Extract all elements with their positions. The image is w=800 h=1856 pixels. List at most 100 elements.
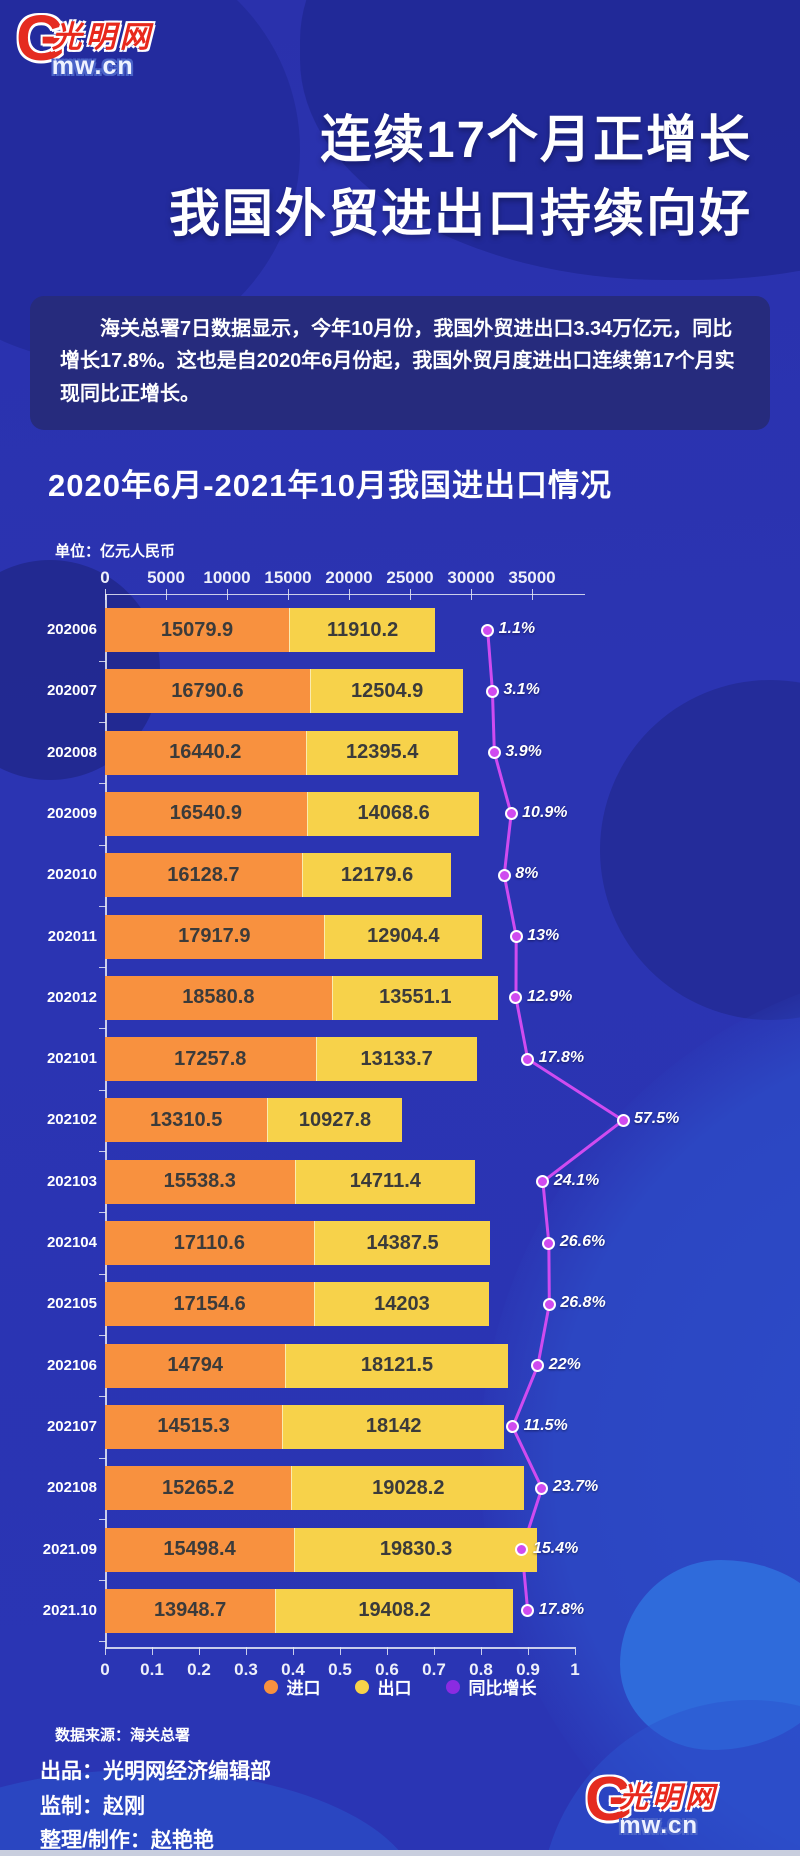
top-axis-tick-label: 25000 xyxy=(386,568,434,587)
import-value: 14794 xyxy=(167,1354,224,1377)
left-axis-tickmark xyxy=(99,1273,106,1275)
import-segment: 15538.3 xyxy=(105,1159,295,1204)
gmw-logo-g: G xyxy=(16,2,66,74)
import-value: 16128.7 xyxy=(167,863,240,886)
export-value: 11910.2 xyxy=(327,618,399,641)
import-value: 17110.6 xyxy=(173,1231,245,1254)
credit-produced-by: 出品：光明网经济编辑部 xyxy=(40,1760,271,1783)
bottom-axis-tickmark xyxy=(434,1647,435,1655)
export-value: 14068.6 xyxy=(357,802,430,825)
category-label: 202104 xyxy=(46,1234,97,1251)
import-segment: 17917.9 xyxy=(105,914,324,959)
bottom-axis-tick-label: 0.1 xyxy=(140,1660,164,1679)
import-segment: 16540.9 xyxy=(105,791,307,836)
category-label: 202008 xyxy=(46,743,97,761)
import-value: 13948.7 xyxy=(153,1599,227,1622)
growth-label: 26.8% xyxy=(560,1294,606,1312)
main-title-line1: 连续17个月正增长 xyxy=(320,111,752,168)
bottom-axis-tick-label: 0.4 xyxy=(281,1660,305,1679)
bottom-strip xyxy=(0,1850,800,1856)
export-value: 12395.4 xyxy=(346,741,419,764)
category-label: 202101 xyxy=(46,1050,97,1068)
import-segment: 15079.9 xyxy=(105,608,289,652)
bottom-axis-tick-label: 0.9 xyxy=(516,1660,540,1679)
left-axis-tickmark xyxy=(99,1151,106,1153)
export-value: 13133.7 xyxy=(360,1047,433,1070)
export-value: 10927.8 xyxy=(298,1108,372,1131)
growth-marker xyxy=(536,1175,550,1189)
export-value: 19408.2 xyxy=(358,1599,431,1622)
bottom-axis-tick-label: 0 xyxy=(100,1660,110,1679)
left-axis-tickmark xyxy=(99,1457,106,1459)
gmw-logo: G 光明网 mw.cn xyxy=(16,2,154,81)
growth-label: 17.8% xyxy=(538,1049,585,1067)
import-segment: 16440.2 xyxy=(105,730,306,775)
export-value: 12179.6 xyxy=(340,863,414,886)
growth-label: 57.5% xyxy=(634,1110,680,1128)
category-label: 202007 xyxy=(46,682,97,700)
import-value: 17154.6 xyxy=(173,1292,246,1315)
growth-label: 10.9% xyxy=(522,803,568,821)
growth-label: 13% xyxy=(527,926,560,944)
top-axis-tickmark xyxy=(227,589,228,600)
export-value: 14711.4 xyxy=(349,1170,421,1193)
bottom-axis-tick-label: 0.5 xyxy=(328,1660,352,1679)
legend-item: 出口 xyxy=(354,1674,412,1699)
bottom-axis-tickmark xyxy=(105,1647,106,1655)
import-segment: 16790.6 xyxy=(105,669,310,714)
growth-marker xyxy=(515,1543,529,1556)
chart-title: 2020年6月-2021年10月我国进出口情况 xyxy=(48,468,612,503)
top-axis-tickmark xyxy=(349,589,350,600)
bottom-axis-tick-label: 0.3 xyxy=(234,1660,258,1679)
gmw-logo-g: G xyxy=(585,1765,634,1834)
growth-marker xyxy=(497,868,511,882)
gmw-logo: G 光明网 mw.cn xyxy=(585,1765,719,1840)
legend-item: 进口 xyxy=(263,1674,321,1699)
legend-label: 出口 xyxy=(377,1679,412,1698)
export-segment: 12179.6 xyxy=(301,853,452,898)
legend-label: 同比增长 xyxy=(468,1679,537,1698)
growth-marker xyxy=(509,991,523,1005)
import-value: 17917.9 xyxy=(178,925,251,947)
growth-marker xyxy=(521,1052,535,1066)
growth-marker xyxy=(487,746,501,760)
import-value: 16440.2 xyxy=(169,741,242,764)
export-segment: 13551.1 xyxy=(331,975,498,1020)
growth-label: 26.6% xyxy=(559,1233,606,1250)
import-segment: 18580.8 xyxy=(105,975,332,1020)
category-label: 202011 xyxy=(47,927,97,945)
left-axis-tickmark xyxy=(99,1212,106,1214)
left-axis-tickmark xyxy=(99,905,106,907)
left-axis-tickmark xyxy=(99,783,106,785)
export-value: 14203 xyxy=(374,1292,430,1315)
export-value: 12904.4 xyxy=(367,925,440,947)
export-segment: 19830.3 xyxy=(294,1527,537,1572)
growth-label: 11.5% xyxy=(523,1416,568,1434)
export-segment: 18142 xyxy=(282,1404,505,1449)
top-axis-tickmark xyxy=(166,589,167,600)
legend-label: 进口 xyxy=(286,1679,321,1698)
import-value: 14515.3 xyxy=(157,1415,230,1438)
left-axis-tickmark xyxy=(99,1580,106,1582)
intro-text: 海关总署7日数据显示，今年10月份，我国外贸进出口3.34万亿元，同比增长17.… xyxy=(60,318,735,405)
top-axis-tickmark xyxy=(410,589,411,600)
import-value: 16540.9 xyxy=(169,802,243,825)
gmw-logo-calligraphy: 光明网 xyxy=(619,1782,719,1814)
import-segment: 14515.3 xyxy=(105,1404,283,1449)
category-label: 202103 xyxy=(46,1172,97,1190)
growth-label: 22% xyxy=(548,1355,581,1373)
export-value: 14387.5 xyxy=(366,1231,439,1254)
bottom-axis-tickmark xyxy=(340,1647,341,1655)
export-value: 13551.1 xyxy=(379,986,452,1009)
growth-label: 12.9% xyxy=(526,987,573,1005)
bottom-axis-tick-label: 0.2 xyxy=(187,1660,211,1679)
bottom-axis-tick-label: 0.8 xyxy=(469,1660,493,1679)
import-segment: 17110.6 xyxy=(105,1221,314,1265)
top-axis-tick-label: 15000 xyxy=(264,568,312,587)
left-axis-tickmark xyxy=(99,1396,106,1398)
top-axis-tick-label: 5000 xyxy=(147,568,185,587)
legend-dot xyxy=(263,1679,278,1694)
export-segment: 12504.9 xyxy=(309,669,464,714)
unit-label: 单位：亿元人民币 xyxy=(55,543,176,560)
